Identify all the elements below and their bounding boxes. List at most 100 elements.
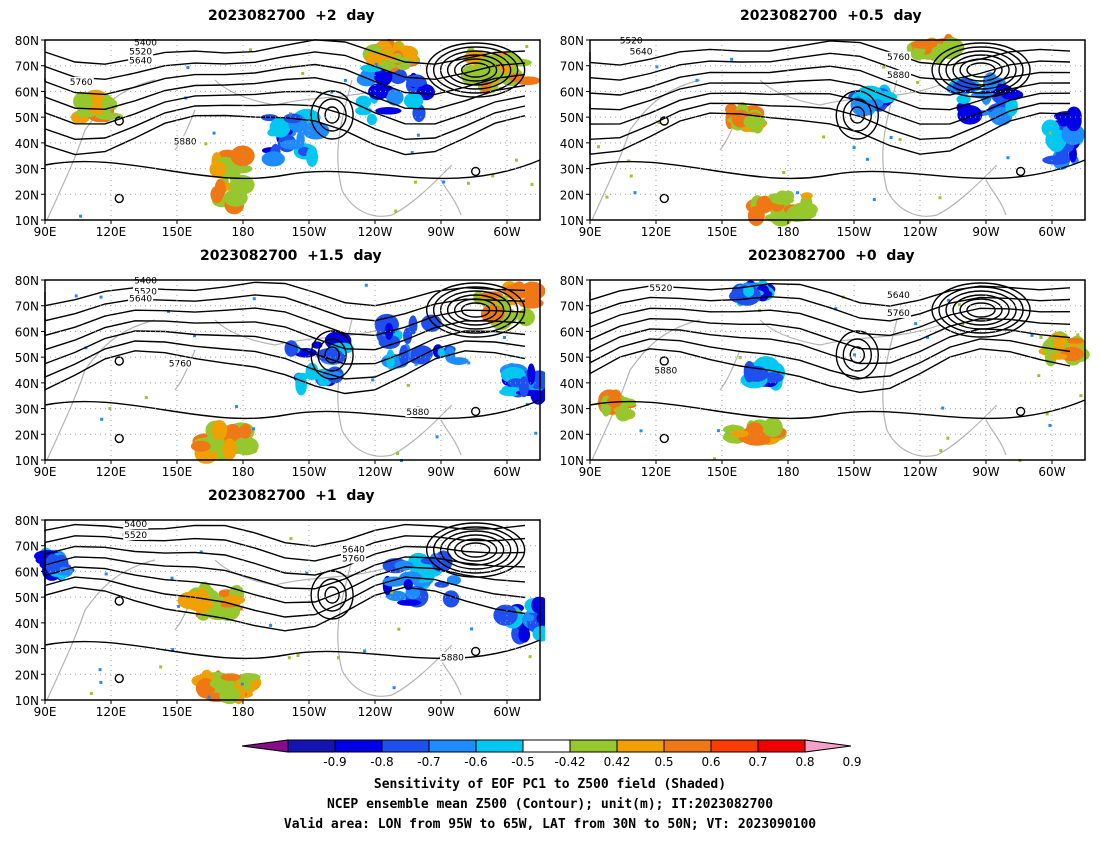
contour-line-5880 (44, 159, 541, 180)
contour-line (44, 63, 526, 96)
shade-speckle (993, 84, 997, 88)
legend-swatch (616, 739, 665, 753)
shade-cell (316, 348, 343, 362)
shade-speckle (534, 431, 538, 435)
z500-contours (589, 40, 1086, 204)
small-contour-loop (114, 596, 124, 606)
shade-speckle (516, 609, 520, 613)
small-contour-loop (659, 193, 669, 204)
shade-speckle (240, 682, 244, 686)
shade-cell (446, 575, 461, 586)
contour-line (589, 52, 1071, 81)
contour-line (44, 51, 526, 81)
lon-tick-label: 60W (1038, 465, 1065, 479)
shade-speckle (193, 334, 197, 338)
shade-cell (1048, 139, 1064, 153)
shade-cell (770, 196, 795, 205)
shade-cell (800, 192, 813, 199)
lat-tick-label: 40N (15, 377, 39, 391)
shade-speckle (852, 146, 856, 150)
closed-low-contour (425, 522, 526, 578)
shade-speckle (374, 62, 378, 66)
legend-tick-label: 0.6 (701, 755, 720, 769)
shade-speckle (514, 158, 518, 162)
contour-label: 5640 (342, 545, 365, 555)
closed-low-contour (966, 62, 996, 78)
caption-line-3: Valid area: LON from 95W to 65W, LAT fro… (283, 817, 817, 832)
shade-cell (190, 440, 211, 452)
shade-speckle (204, 142, 208, 146)
shade-speckle (855, 108, 859, 112)
shade-cell (220, 673, 241, 681)
shade-cell (386, 349, 395, 370)
shade-speckle (657, 121, 661, 125)
lat-tick-label: 10N (15, 214, 39, 228)
shade-speckle (442, 180, 446, 184)
contour-label: 5520 (134, 287, 157, 297)
contour-line-5880 (589, 399, 1086, 420)
shade-speckle (491, 174, 495, 178)
contour-label: 5760 (887, 53, 910, 63)
small-contour-loop (114, 116, 124, 126)
shade-speckle (939, 449, 943, 453)
shade-cell (45, 553, 61, 575)
coastline (214, 559, 396, 586)
legend-swatch (428, 739, 477, 753)
shade-cell (222, 438, 237, 461)
shade-cell (1042, 155, 1071, 165)
contour-label: 5520 (620, 37, 643, 47)
contour-label-bg (123, 519, 149, 530)
lat-tick-label: 40N (560, 377, 584, 391)
small-contour-loop (114, 673, 124, 684)
shade-speckle (104, 572, 108, 576)
closed-low-contour (460, 62, 491, 78)
contour-label: 5520 (124, 531, 147, 541)
closed-low-contour (446, 294, 505, 326)
lat-tick-label: 80N (560, 34, 584, 48)
contour-label-bg (133, 286, 159, 297)
contour-label-bg (405, 407, 431, 417)
shade-cell (786, 205, 808, 223)
shade-speckle (938, 196, 942, 200)
lon-tick-label: 150E (707, 225, 738, 239)
cutoff-contour (849, 346, 865, 364)
lat-tick-label: 40N (15, 137, 39, 151)
lat-tick-label: 10N (15, 694, 39, 708)
lon-tick-label: 150W (292, 465, 327, 479)
legend-swatch (757, 739, 806, 753)
shade-speckle (394, 209, 398, 213)
shade-speckle (144, 396, 148, 400)
legend-swatch (334, 739, 383, 753)
shade-speckle (502, 335, 506, 339)
shade-speckle (170, 576, 174, 580)
shade-speckle (79, 214, 83, 218)
shade-speckle (525, 45, 529, 49)
cutoff-contour (310, 330, 354, 380)
shade-cell (518, 376, 529, 398)
lat-tick-label: 30N (15, 163, 39, 177)
shade-speckle (363, 649, 367, 653)
lon-tick-label: 150E (707, 465, 738, 479)
shade-speckle (397, 627, 401, 631)
shade-speckle (296, 654, 300, 657)
coastline (440, 659, 462, 696)
shade-speckle (269, 623, 273, 627)
lat-tick-label: 70N (560, 60, 584, 74)
contour-line (589, 282, 1071, 307)
coastline (719, 349, 741, 391)
contour-line (44, 320, 526, 351)
shade-cell (1065, 110, 1082, 132)
contour-line (589, 78, 1071, 111)
contour-label: 5880 (441, 653, 464, 663)
contour-label-bg (123, 530, 149, 540)
shade-cell (88, 99, 107, 115)
shade-cell (956, 94, 971, 105)
shade-speckle (99, 680, 103, 684)
closed-low-contour (453, 538, 498, 562)
contour-label-bg (440, 652, 465, 663)
z500-contours (44, 281, 541, 444)
map-frame (589, 279, 1086, 461)
shade-cell (938, 45, 962, 56)
cutoff-contour (842, 338, 872, 372)
shade-cell (399, 344, 409, 367)
